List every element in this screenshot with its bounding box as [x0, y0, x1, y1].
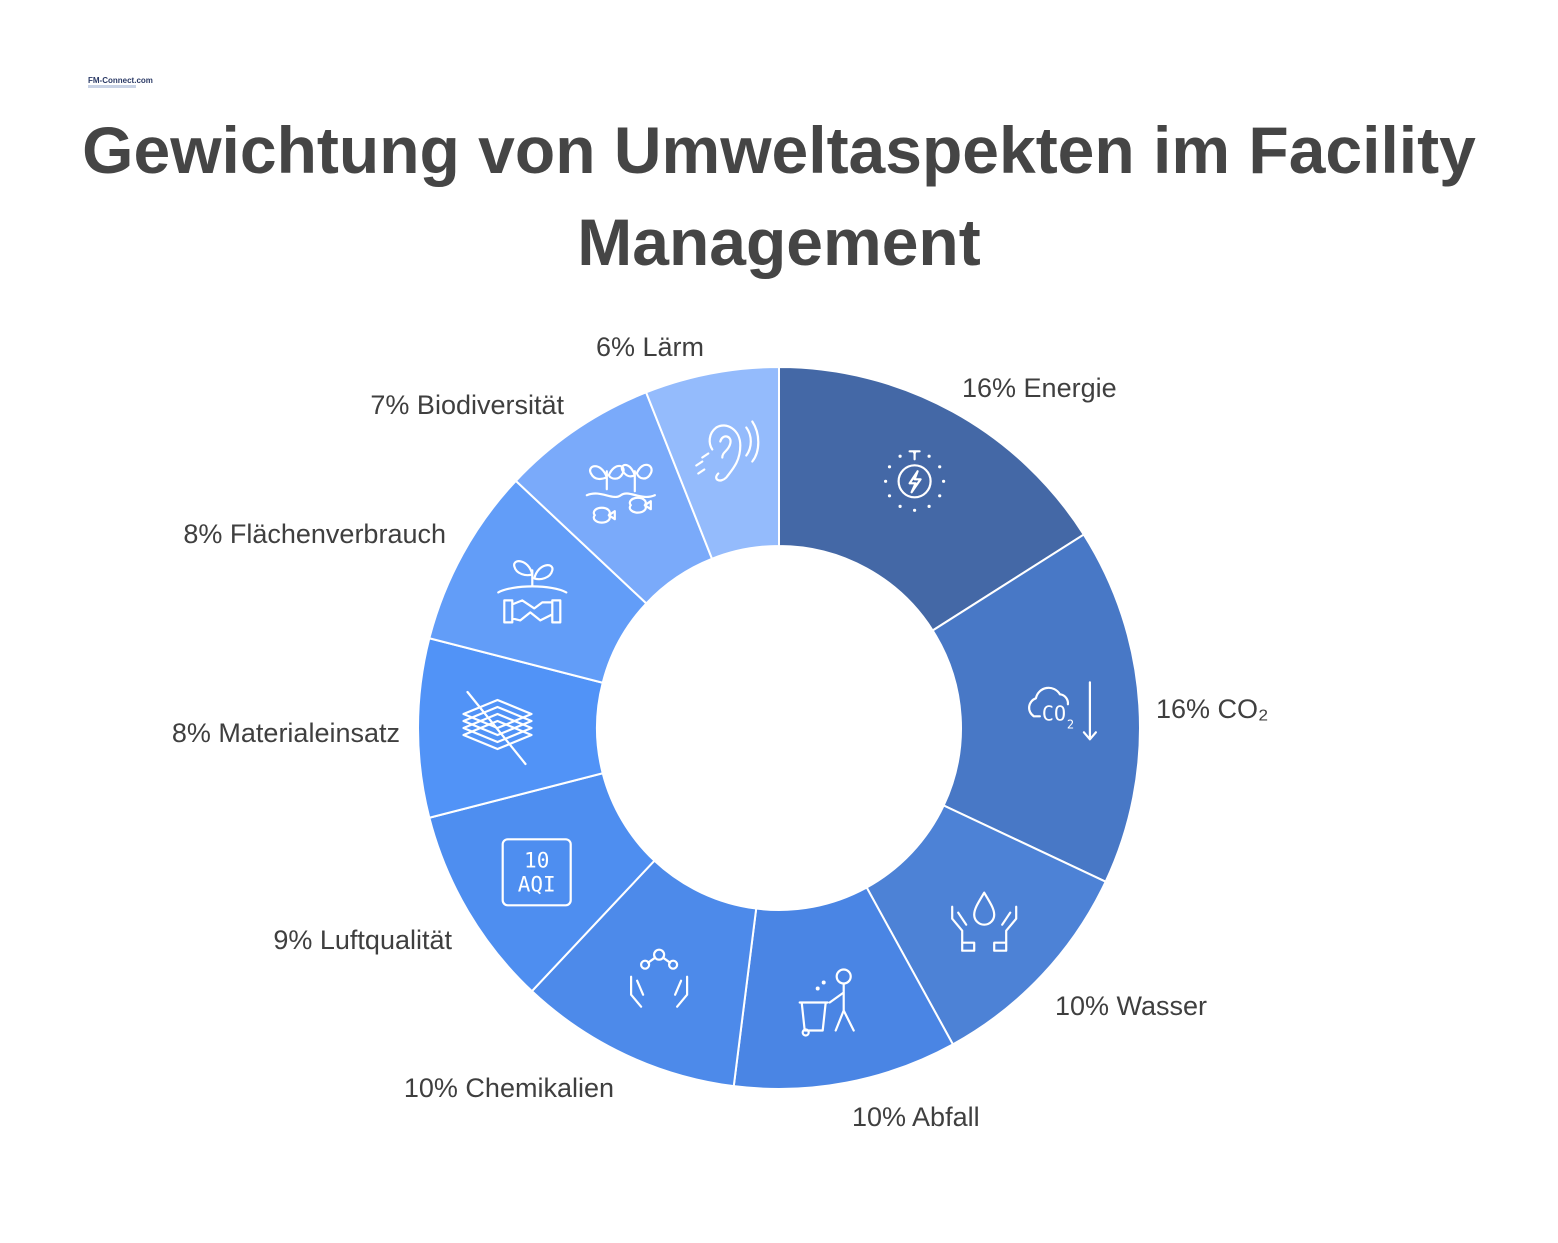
label-flaechenverbrauch: 8% Flächenverbrauch	[183, 519, 446, 549]
segment-laerm	[644, 365, 780, 561]
co2-down-icon: CO 2	[1028, 681, 1098, 741]
ear-icon	[695, 420, 760, 482]
svg-text:10: 10	[524, 848, 549, 872]
label-energie: 16% Energie	[962, 373, 1117, 403]
energy-bolt-icon	[884, 450, 946, 512]
segment-energie	[778, 365, 1086, 632]
label-materialeinsatz: 8% Materialeinsatz	[172, 718, 400, 748]
svg-text:AQI: AQI	[518, 872, 556, 896]
label-wasser: 10% Wasser	[1055, 991, 1207, 1021]
fm-connect-logo: FM-Connect.com	[80, 68, 153, 94]
plant-fish-icon	[585, 463, 656, 524]
segment-co-	[931, 533, 1141, 884]
label-chemikalien: 10% Chemikalien	[404, 1073, 614, 1103]
label-biodiversitaet: 7% Biodiversität	[370, 390, 564, 420]
page-title: Gewichtung von Umweltaspekten im Facilit…	[82, 113, 1476, 279]
handshake-plant-icon	[497, 560, 568, 624]
logo-text: FM-Connect.com	[88, 76, 153, 85]
donut-segments	[416, 365, 1141, 1090]
material-layers-icon	[462, 690, 533, 766]
segment-labels: 16% Energie 16% CO₂ 10% Wasser 10% Abfall 10…	[172, 332, 1269, 1132]
label-abfall: 10% Abfall	[852, 1102, 980, 1132]
water-hands-icon	[951, 891, 1018, 952]
svg-text:CO: CO	[1042, 701, 1066, 725]
waste-bin-icon	[798, 968, 855, 1037]
label-luftqualitaet: 9% Luftqualität	[273, 925, 452, 955]
chemical-hands-icon	[629, 948, 689, 1008]
svg-text:2: 2	[1067, 717, 1074, 731]
logo-tagline-bar	[88, 85, 136, 88]
label-laerm: 6% Lärm	[596, 332, 704, 362]
label-co-: 16% CO₂	[1156, 694, 1269, 724]
